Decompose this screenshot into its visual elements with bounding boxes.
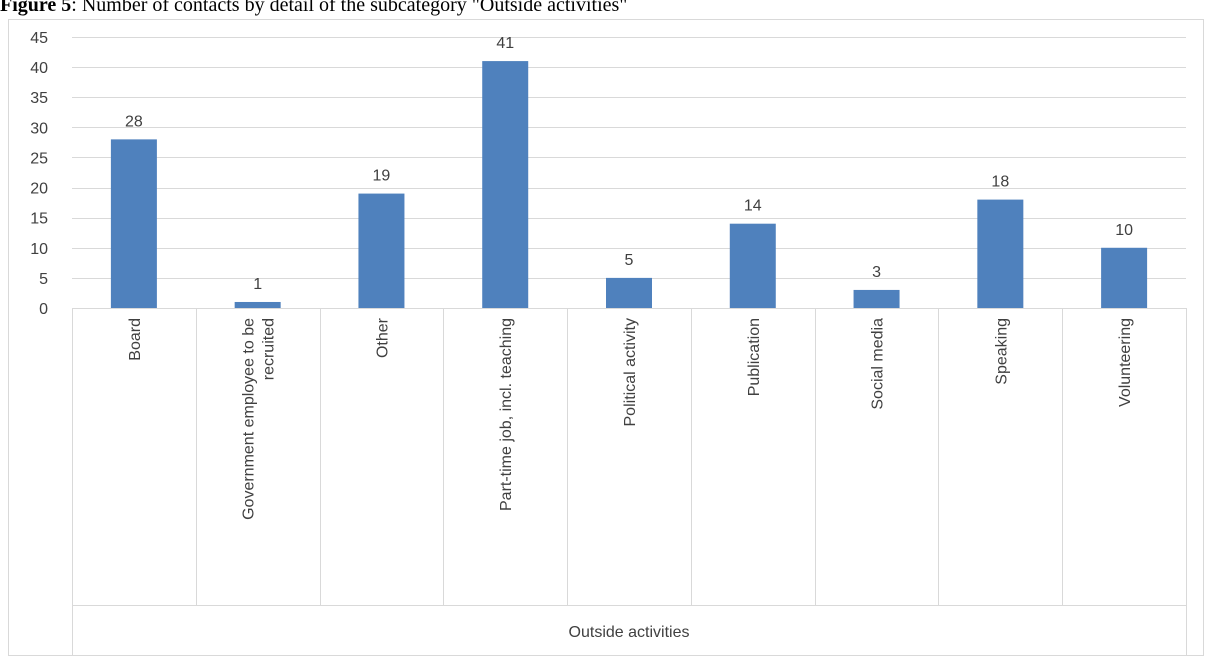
category-label: Government employee to be recruited (241, 318, 278, 520)
y-tick-label: 0 (39, 301, 48, 318)
bar (482, 61, 529, 308)
category-label: Speaking (993, 318, 1010, 385)
y-tick-label: 45 (30, 30, 48, 47)
y-tick-label: 35 (30, 90, 48, 107)
group-label: Outside activities (569, 624, 690, 641)
data-labels: 28 1 19 41 5 14 3 18 10 (125, 35, 1133, 293)
data-label: 10 (1115, 222, 1133, 239)
category-label: Publication (746, 318, 763, 396)
bar (110, 139, 157, 308)
data-label: 5 (625, 252, 634, 269)
bar (606, 277, 652, 308)
y-tick-label: 5 (39, 271, 48, 288)
bar (977, 199, 1024, 308)
category-label: Part-time job, incl. teaching (498, 318, 515, 511)
bars (110, 61, 1148, 308)
data-label: 41 (496, 35, 514, 52)
bar (729, 223, 776, 308)
y-tick-label: 10 (30, 241, 48, 258)
y-tick-label: 15 (30, 211, 48, 228)
figure-caption-text: : Number of contacts by detail of the su… (71, 0, 628, 16)
data-label: 19 (373, 168, 391, 185)
y-axis-ticks: 0 5 10 15 20 25 30 35 40 45 (30, 30, 48, 318)
figure-caption-prefix: Figure 5 (0, 0, 72, 16)
data-label: 14 (744, 198, 762, 215)
data-label: 3 (872, 264, 881, 281)
category-label: Volunteering (1117, 318, 1134, 407)
bar (234, 301, 281, 308)
category-label: Board (127, 318, 144, 361)
chart-frame (8, 19, 1204, 656)
data-label: 18 (991, 174, 1009, 191)
category-label: Social media (870, 318, 887, 410)
bar (358, 193, 405, 308)
category-label: Political activity (622, 318, 639, 426)
data-label: 1 (253, 276, 262, 293)
y-tick-label: 40 (30, 60, 48, 77)
bar (853, 289, 900, 308)
data-label: 28 (125, 113, 143, 130)
y-tick-label: 25 (30, 150, 48, 167)
bar (1101, 247, 1148, 308)
y-tick-label: 20 (30, 181, 48, 198)
category-axis-frame (72, 308, 1187, 655)
category-labels: Board Government employee to be recruited O… (127, 317, 1134, 520)
category-label: Other (374, 317, 391, 358)
figure-caption: Figure 5: Number of contacts by detail o… (0, 0, 627, 17)
y-tick-label: 30 (30, 120, 48, 137)
